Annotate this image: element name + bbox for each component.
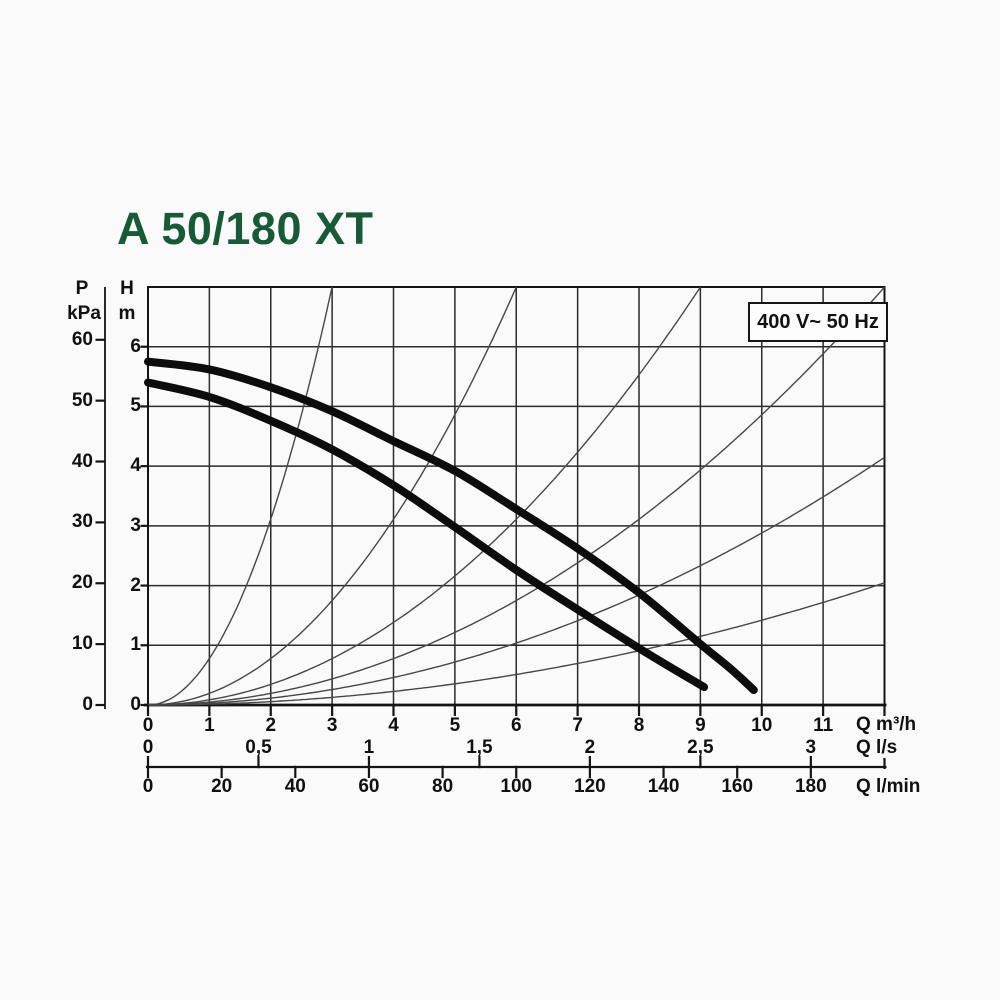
- x-m3h-tick-label: 5: [449, 715, 461, 736]
- x-ls-tick-label: 1: [363, 737, 375, 758]
- x-lmin-tick-label: 100: [500, 776, 533, 797]
- x-m3h-tick-label: 2: [265, 715, 277, 736]
- h-axis-tick-label: 5: [130, 395, 141, 417]
- p-axis-tick-label: 0: [82, 694, 93, 715]
- h-axis-tick-label: 1: [130, 634, 141, 656]
- x-m3h-tick-label: 6: [510, 715, 522, 736]
- h-axis-unit: m: [118, 303, 136, 324]
- p-axis-tick-label: 10: [71, 633, 93, 655]
- x-lmin-tick-label: 180: [794, 776, 827, 797]
- x-m3h-tick-label: 9: [695, 715, 706, 736]
- h-axis-tick-label: 4: [130, 455, 141, 477]
- chart-title: A 50/180 XT: [117, 203, 374, 254]
- x-ls-tick-label: 0,5: [245, 737, 272, 758]
- unit-label-m3h: Q m³/h: [856, 714, 917, 735]
- x-m3h-tick-label: 1: [204, 715, 215, 736]
- x-lmin-tick-label: 120: [574, 776, 606, 797]
- x-m3h-tick-label: 11: [813, 715, 834, 736]
- x-lmin-tick-label: 20: [211, 776, 233, 797]
- p-axis-symbol: P: [75, 278, 89, 299]
- x-m3h-tick-label: 0: [142, 715, 154, 736]
- x-lmin-tick-label: 140: [647, 776, 680, 797]
- p-axis-tick-label: 60: [71, 328, 93, 350]
- x-ls-tick-label: 0: [142, 737, 154, 758]
- x-m3h-tick-label: 3: [326, 715, 338, 736]
- x-ls-tick-label: 2: [584, 737, 596, 758]
- h-axis-tick-label: 6: [130, 335, 141, 357]
- x-m3h-tick-label: 4: [388, 715, 399, 736]
- x-ls-tick-label: 3: [805, 737, 817, 758]
- unit-label-lmin: Q l/min: [856, 776, 921, 797]
- p-axis-tick-label: 20: [71, 572, 93, 594]
- x-m3h-tick-label: 7: [572, 715, 583, 736]
- x-lmin-tick-label: 60: [358, 776, 380, 797]
- x-m3h-tick-label: 10: [751, 715, 773, 736]
- h-axis-tick-label: 0: [130, 694, 141, 715]
- h-axis-symbol: H: [120, 278, 134, 299]
- p-axis-tick-label: 50: [71, 389, 93, 411]
- h-axis-tick-label: 2: [130, 574, 141, 596]
- p-axis-tick-label: 40: [71, 450, 93, 472]
- x-lmin-tick-label: 0: [142, 776, 154, 797]
- p-axis-unit: kPa: [67, 303, 101, 324]
- h-axis-tick-label: 3: [130, 514, 141, 536]
- x-lmin-tick-label: 80: [432, 776, 454, 797]
- x-lmin-tick-label: 160: [721, 776, 754, 797]
- p-axis-tick-label: 30: [71, 511, 93, 533]
- x-lmin-tick-label: 40: [284, 776, 306, 797]
- voltage-badge: 400 V~ 50 Hz: [748, 302, 888, 342]
- x-ls-tick-label: 2,5: [687, 737, 714, 758]
- x-ls-tick-label: 1,5: [466, 737, 493, 758]
- x-m3h-tick-label: 8: [633, 715, 645, 736]
- unit-label-ls: Q l/s: [856, 737, 898, 758]
